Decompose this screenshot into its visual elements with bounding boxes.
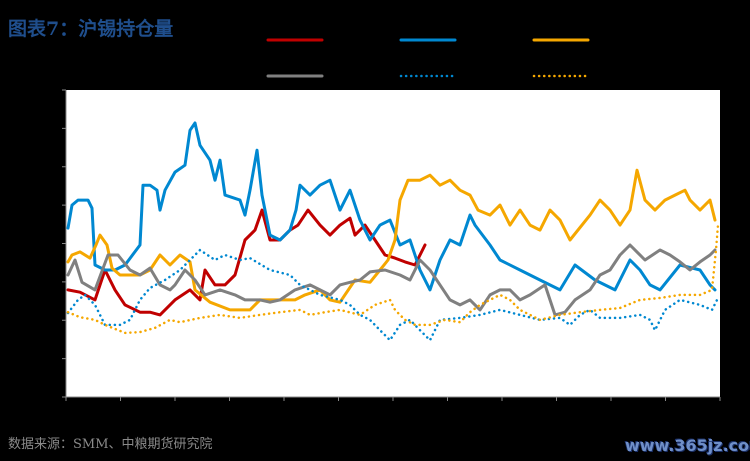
line-series-5	[66, 248, 720, 342]
line-series-1	[66, 208, 427, 317]
legend	[266, 38, 590, 78]
series-lines	[66, 121, 720, 342]
source-note: 数据来源：SMM、中粮期货研究院	[8, 437, 213, 452]
watermark: www.365jz.com	[625, 436, 750, 455]
axes	[62, 89, 721, 401]
line-series-2	[66, 121, 717, 292]
line-series-6	[66, 223, 720, 335]
chart-title: 图表7：沪锡持仓量	[8, 18, 174, 40]
line-series-4	[66, 243, 717, 317]
line-series-3	[66, 168, 717, 312]
